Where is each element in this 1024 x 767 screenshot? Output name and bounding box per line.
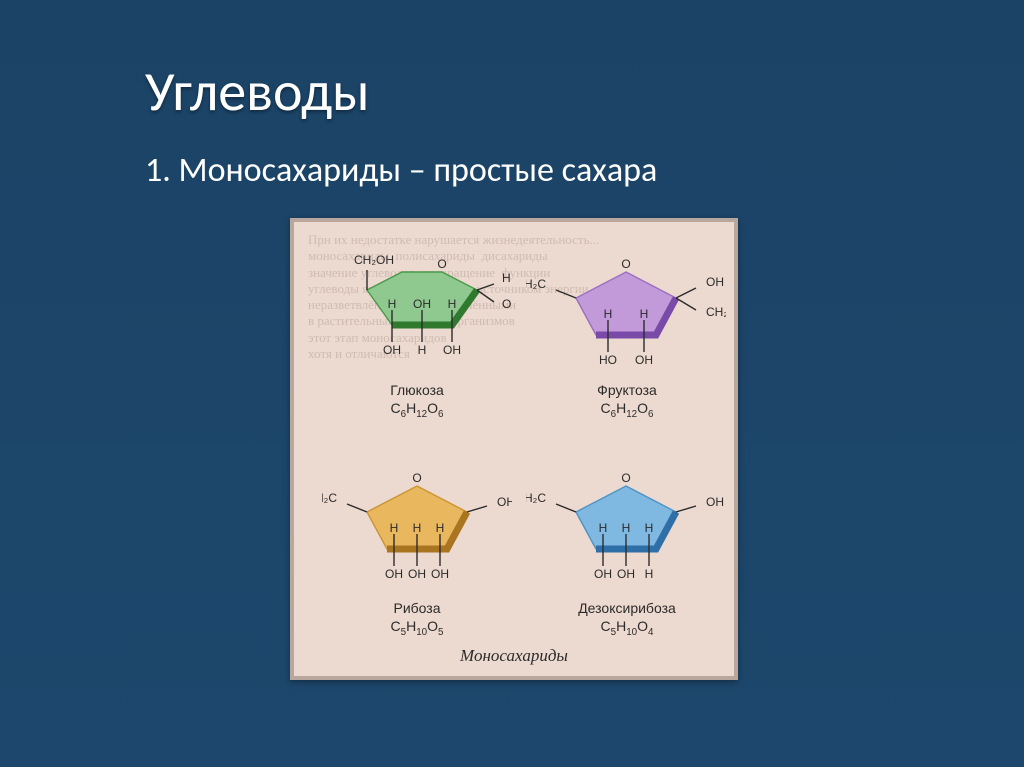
svg-text:HOH₂C: HOH₂C	[526, 491, 546, 505]
deoxyribose-label: Дезоксирибоза C5H10O4	[552, 600, 702, 638]
svg-text:H: H	[418, 343, 427, 357]
svg-text:OH: OH	[594, 567, 612, 581]
svg-text:H: H	[645, 567, 654, 581]
ribose-name: Рибоза	[393, 600, 440, 616]
svg-text:H: H	[388, 297, 397, 311]
svg-text:H: H	[599, 521, 608, 535]
panel-caption: Моносахариды	[294, 646, 734, 666]
svg-text:HO: HO	[599, 353, 617, 367]
svg-text:H: H	[645, 521, 654, 535]
svg-text:OH: OH	[706, 275, 724, 289]
glucose-structure: CH₂OH O H OH OH H H OH H OH	[322, 240, 512, 390]
svg-text:OH: OH	[617, 567, 635, 581]
svg-text:OH: OH	[706, 495, 724, 509]
panel-inner: Прн их недостатке нарушается жизнедеятел…	[294, 222, 734, 676]
svg-text:O: O	[621, 257, 630, 271]
svg-text:H: H	[604, 307, 613, 321]
svg-text:OH: OH	[431, 567, 449, 581]
svg-text:OH: OH	[502, 297, 512, 311]
svg-text:H: H	[390, 521, 399, 535]
svg-text:O: O	[412, 471, 421, 485]
deoxyribose-name: Дезоксирибоза	[578, 600, 676, 616]
svg-text:O: O	[437, 257, 446, 271]
ribose-label: Рибоза C5H10O5	[342, 600, 492, 638]
svg-text:OH: OH	[443, 343, 461, 357]
fructose-label: Фруктоза C6H12O6	[552, 382, 702, 420]
svg-text:H: H	[640, 307, 649, 321]
svg-text:H: H	[413, 521, 422, 535]
svg-text:H: H	[502, 271, 511, 285]
ribose-structure: O HOH₂C OH H OH H OH H OH	[322, 454, 512, 604]
svg-text:OH: OH	[497, 495, 512, 509]
svg-text:CH₂OH: CH₂OH	[354, 253, 394, 267]
svg-text:OH: OH	[408, 567, 426, 581]
glucose-name: Глюкоза	[390, 382, 444, 398]
slide-subtitle: 1. Моносахариды – простые сахара	[145, 150, 657, 191]
fructose-structure: O HOH₂C OH CH₂OH H HO H OH	[526, 240, 726, 390]
svg-text:O: O	[621, 471, 630, 485]
svg-text:OH: OH	[413, 297, 431, 311]
slide-title: Углеводы	[145, 58, 370, 126]
fructose-name: Фруктоза	[597, 382, 657, 398]
deoxyribose-formula: C5H10O4	[552, 618, 702, 638]
svg-text:HOH₂C: HOH₂C	[526, 277, 546, 291]
ribose-formula: C5H10O5	[342, 618, 492, 638]
svg-text:OH: OH	[383, 343, 401, 357]
svg-text:H: H	[436, 521, 445, 535]
glucose-formula: C6H12O6	[342, 400, 492, 420]
svg-text:CH₂OH: CH₂OH	[706, 305, 726, 319]
svg-text:H: H	[448, 297, 457, 311]
fructose-formula: C6H12O6	[552, 400, 702, 420]
svg-text:OH: OH	[385, 567, 403, 581]
slide: Углеводы 1. Моносахариды – простые сахар…	[0, 0, 1024, 767]
svg-text:HOH₂C: HOH₂C	[322, 491, 337, 505]
svg-text:OH: OH	[635, 353, 653, 367]
molecules-panel: Прн их недостатке нарушается жизнедеятел…	[290, 218, 738, 680]
glucose-label: Глюкоза C6H12O6	[342, 382, 492, 420]
svg-text:H: H	[622, 521, 631, 535]
deoxyribose-structure: O HOH₂C OH H OH H OH H H	[526, 454, 726, 604]
